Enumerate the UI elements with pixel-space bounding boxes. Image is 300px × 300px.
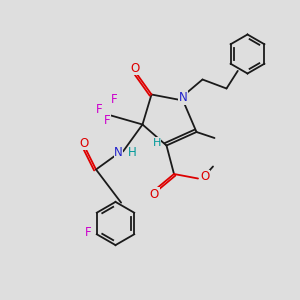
Text: O: O: [200, 170, 209, 184]
Text: F: F: [85, 226, 92, 239]
Text: N: N: [178, 91, 188, 104]
Text: F: F: [104, 114, 111, 128]
Text: N: N: [114, 146, 123, 160]
Text: F: F: [111, 93, 117, 106]
Text: H: H: [128, 146, 137, 160]
Text: H: H: [152, 137, 161, 148]
Text: O: O: [150, 188, 159, 201]
Text: F: F: [96, 103, 103, 116]
Text: O: O: [80, 136, 88, 150]
Text: O: O: [130, 61, 140, 75]
